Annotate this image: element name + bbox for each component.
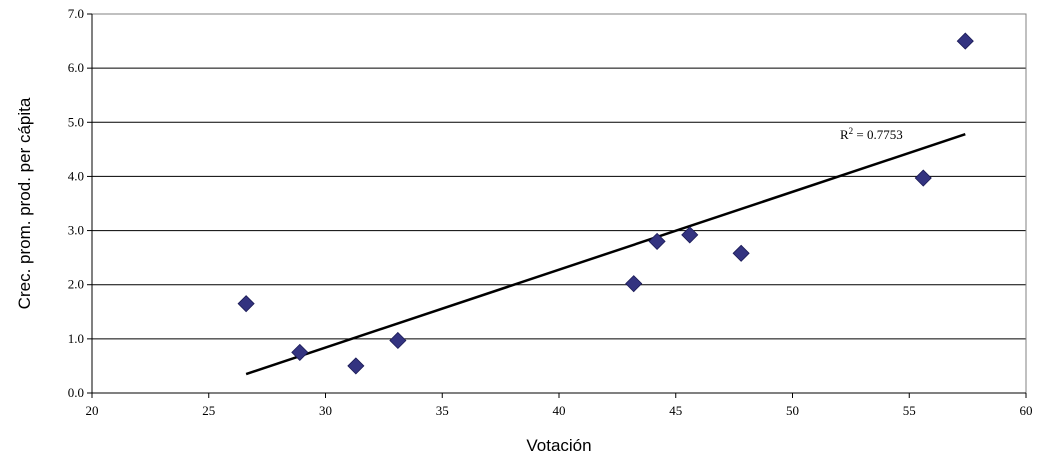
x-tick-label: 20 bbox=[86, 403, 99, 418]
x-tick-label: 60 bbox=[1020, 403, 1033, 418]
x-tick-label: 30 bbox=[319, 403, 332, 418]
data-point bbox=[291, 343, 309, 361]
x-axis-title: Votación bbox=[526, 436, 591, 455]
data-point bbox=[681, 226, 699, 244]
data-point bbox=[956, 32, 974, 50]
y-tick-label: 2.0 bbox=[68, 277, 84, 292]
y-tick-label: 0.0 bbox=[68, 385, 84, 400]
data-point bbox=[625, 275, 643, 293]
data-point bbox=[648, 232, 666, 250]
data-point bbox=[914, 169, 932, 187]
y-tick-label: 3.0 bbox=[68, 223, 84, 238]
x-axis: 20 25 30 35 40 45 50 55 60 bbox=[86, 392, 1033, 418]
trendline bbox=[245, 133, 966, 376]
x-tick-label: 40 bbox=[553, 403, 566, 418]
y-axis-title: Crec. prom. prod. per cápita bbox=[15, 97, 34, 309]
y-tick-label: 7.0 bbox=[68, 6, 84, 21]
x-tick-label: 55 bbox=[903, 403, 916, 418]
r2-superscript: 2 bbox=[849, 126, 854, 136]
data-point bbox=[237, 295, 255, 313]
y-tick-label: 6.0 bbox=[68, 60, 84, 75]
x-tick-label: 25 bbox=[202, 403, 215, 418]
x-tick-label: 35 bbox=[436, 403, 449, 418]
data-points bbox=[237, 32, 974, 375]
x-tick-label: 50 bbox=[786, 403, 799, 418]
x-tick-label: 45 bbox=[669, 403, 682, 418]
plot-area bbox=[91, 13, 1027, 394]
gridlines bbox=[92, 13, 1026, 340]
y-tick-label: 1.0 bbox=[68, 331, 84, 346]
data-point bbox=[389, 331, 407, 350]
y-axis: 0.0 1.0 2.0 3.0 4.0 5.0 6.0 7.0 bbox=[68, 6, 93, 400]
r2-prefix: R bbox=[840, 127, 849, 142]
r-squared-label: R2 = 0.7753 bbox=[840, 126, 903, 142]
r2-value: = 0.7753 bbox=[853, 127, 903, 142]
y-tick-label: 4.0 bbox=[68, 168, 84, 183]
y-tick-label: 5.0 bbox=[68, 114, 84, 129]
data-point bbox=[732, 244, 750, 262]
data-point bbox=[347, 357, 365, 375]
